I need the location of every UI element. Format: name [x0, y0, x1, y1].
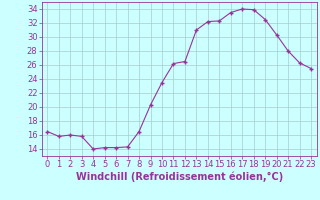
X-axis label: Windchill (Refroidissement éolien,°C): Windchill (Refroidissement éolien,°C) — [76, 172, 283, 182]
